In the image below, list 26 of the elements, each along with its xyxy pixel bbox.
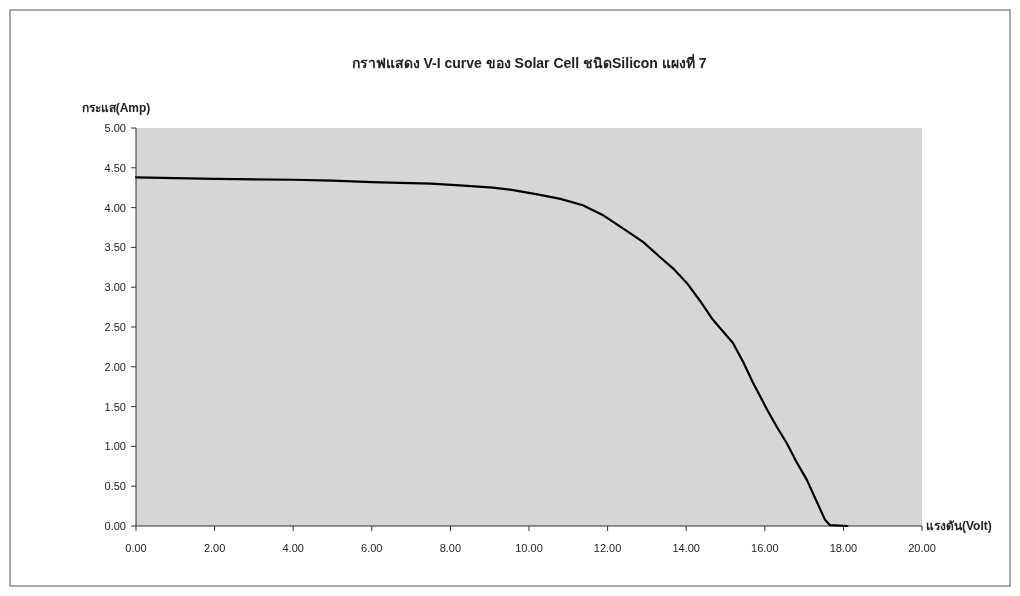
y-tick-label: 0.00	[104, 520, 126, 532]
x-tick-label: 16.00	[751, 542, 779, 554]
chart-title: กราฟแสดง V-I curve ของ Solar Cell ชนิดSilicon แผงที่ 7	[351, 53, 707, 71]
y-tick-label: 3.50	[104, 241, 126, 254]
x-tick-label: 12.00	[593, 542, 622, 554]
x-tick-label: 8.00	[439, 542, 462, 554]
y-tick-label: 2.00	[104, 360, 126, 373]
x-tick-label: 18.00	[829, 542, 858, 554]
x-tick-label: 14.00	[672, 542, 700, 554]
x-tick-label: 4.00	[282, 542, 304, 554]
y-tick-label: 4.00	[104, 201, 126, 214]
y-tick-label: 2.50	[104, 321, 126, 333]
x-tick-label: 6.00	[361, 542, 383, 554]
y-tick-label: 3.00	[104, 281, 126, 294]
y-tick-label: 1.50	[104, 400, 126, 413]
y-tick-label: 0.50	[104, 480, 126, 493]
x-tick-label: 0.00	[125, 542, 147, 554]
y-axis-title: กระแส(Amp)	[81, 101, 151, 115]
x-tick-label: 2.00	[203, 542, 226, 554]
x-tick-label: 10.00	[515, 542, 543, 554]
x-axis-title: แรงดัน(Volt)	[926, 519, 992, 533]
line-series	[134, 176, 849, 528]
y-tick-label: 5.00	[104, 122, 126, 134]
x-tick-label: 20.00	[908, 542, 936, 554]
y-tick-label: 1.00	[104, 440, 126, 453]
y-tick-label: 4.50	[104, 161, 126, 174]
